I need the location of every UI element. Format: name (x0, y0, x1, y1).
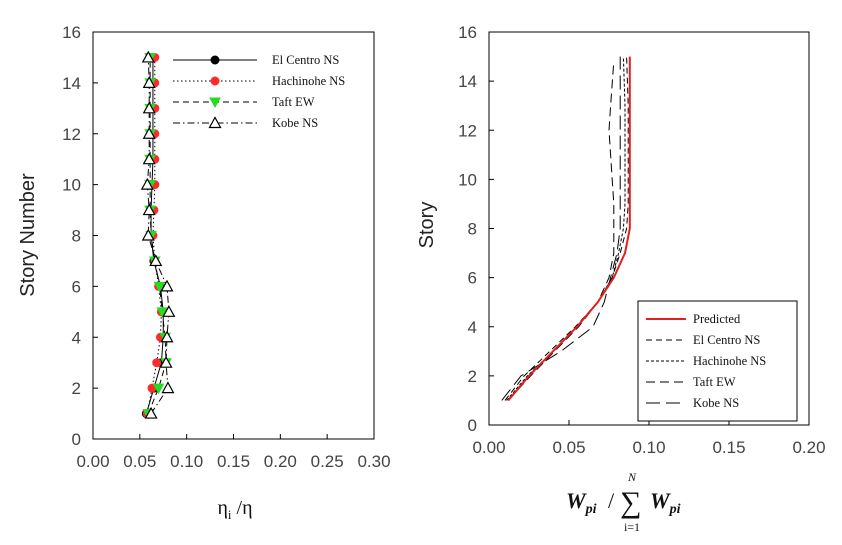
left-chart-series (140, 50, 176, 420)
left-series-line-1 (146, 57, 162, 414)
left-chart-x-tick-label: 0.20 (264, 452, 297, 471)
left-series-point-3 (142, 152, 156, 165)
left-legend-marker-2 (209, 97, 221, 109)
left-chart-x-tick-label: 0.25 (311, 452, 344, 471)
left-series-point-3 (141, 228, 155, 241)
left-chart-y-tick-label: 0 (72, 430, 81, 449)
left-chart-y-tick-label: 16 (62, 23, 81, 42)
right-chart-y-tick-label: 10 (458, 170, 477, 189)
left-series-point-3 (160, 279, 174, 292)
right-chart-y-tick-label: 0 (468, 416, 477, 435)
right-y-axis-label: Story (416, 202, 438, 249)
left-x-axis-separator: / (232, 497, 243, 519)
right-chart-x-tick-label: 0.10 (632, 438, 665, 457)
right-series-line-4 (501, 56, 621, 401)
left-legend: El Centro NS Hachinohe NS Taft EW Kobe NS (173, 53, 345, 130)
left-chart-x-tick-label: 0.00 (76, 452, 109, 471)
left-chart-y-tick-label: 14 (62, 74, 81, 93)
right-series-line-2 (506, 56, 626, 401)
left-x-axis-symbol: η (217, 497, 227, 519)
left-series-point-1 (152, 358, 162, 368)
right-x-sum-symbol: ∑ (620, 486, 641, 519)
left-series-point-3 (160, 330, 174, 343)
left-chart-y-tick-label: 12 (62, 125, 81, 144)
left-x-axis-symbol2: η (242, 497, 252, 519)
right-legend: Predicted El Centro NS Hachinohe NS Taft EW… (637, 300, 798, 422)
right-chart-x-tick-label: 0.15 (712, 438, 745, 457)
left-legend-marker-0 (210, 55, 220, 65)
right-series-line-0 (507, 56, 631, 402)
left-series-point-3 (140, 177, 154, 190)
right-x-num-symbol: W (566, 488, 587, 513)
left-x-axis-subscript: i (228, 507, 232, 522)
left-legend-label-2: Taft EW (272, 95, 315, 109)
right-series-line-3 (507, 61, 615, 401)
left-series-point-3 (144, 406, 158, 419)
left-series-point-3 (142, 203, 156, 216)
right-x-axis-label: Wpi / ∑ Ni=1 Wpi (566, 470, 681, 534)
right-chart-y-tick-label: 4 (468, 318, 477, 337)
right-legend-label-2: Hachinohe NS (693, 354, 766, 368)
left-series-point-3 (142, 127, 156, 139)
right-chart-y-tick-label: 8 (468, 220, 477, 239)
left-series-point-3 (149, 254, 163, 267)
left-chart-y-tick-label: 6 (72, 277, 81, 296)
left-series-point-3 (159, 355, 173, 368)
left-chart-x-tick-label: 0.15 (217, 452, 250, 471)
right-legend-box (637, 300, 798, 422)
right-legend-label-1: El Centro NS (693, 333, 760, 347)
left-chart-y-tick-label: 4 (72, 328, 81, 347)
left-legend-label-1: Hachinohe NS (272, 74, 345, 88)
right-chart-y-tick-label: 6 (468, 269, 477, 288)
left-series-point-3 (141, 50, 155, 63)
right-x-den: Wpi (650, 488, 681, 517)
right-chart-x-tick-label: 0.20 (792, 438, 825, 457)
left-series-line-3 (146, 57, 170, 414)
left-series-point-3 (142, 101, 156, 114)
left-chart-x-tick-label: 0.30 (357, 452, 390, 471)
left-chart-x-tick-label: 0.10 (170, 452, 203, 471)
right-legend-label-3: Taft EW (693, 375, 736, 389)
right-x-den-symbol: W (650, 488, 671, 513)
left-legend-marker-1 (210, 76, 220, 86)
right-x-den-subscript: pi (669, 502, 681, 517)
left-legend-marker-3 (208, 116, 222, 129)
right-chart-x-tick-label: 0.05 (552, 438, 585, 457)
left-chart-y-tick-label: 8 (72, 227, 81, 246)
left-legend-label-3: Kobe NS (272, 116, 318, 130)
left-series-point-3 (162, 305, 176, 317)
right-x-sum-bottom: i=1 (624, 520, 640, 534)
right-chart-axes: 0.00 0.05 0.10 0.15 0.20 0 2 4 6 8 10 12 14 16 (458, 23, 825, 457)
left-x-axis-label: ηi /η (217, 497, 252, 522)
left-series-point-3 (142, 76, 156, 88)
left-series-point-2 (153, 281, 166, 293)
right-chart-series (501, 56, 631, 402)
right-chart-y-tick-label: 2 (468, 367, 477, 386)
left-y-axis-label: Story Number (17, 173, 39, 297)
right-legend-label-4: Kobe NS (693, 396, 739, 410)
right-legend-label-0: Predicted (693, 312, 741, 326)
left-series-point-2 (156, 307, 169, 318)
right-x-sum-top: N (627, 470, 637, 484)
left-series-point-2 (152, 383, 165, 395)
left-chart-y-tick-label: 10 (62, 176, 81, 195)
right-x-num: Wpi (566, 488, 597, 517)
left-chart-plot-frame (92, 31, 375, 440)
left-legend-label-0: El Centro NS (272, 53, 339, 67)
right-x-num-subscript: pi (585, 502, 597, 517)
right-x-separator: / (608, 488, 615, 513)
right-chart-y-tick-label: 16 (458, 23, 477, 42)
left-chart-axes: 0.00 0.05 0.10 0.15 0.20 0.25 0.30 0 2 4 6 8 10 12 14 1… (62, 23, 390, 471)
right-chart-y-tick-label: 12 (458, 121, 477, 140)
right-chart-x-tick-label: 0.00 (472, 438, 505, 457)
left-series-point-3 (161, 381, 175, 394)
right-chart-y-tick-label: 14 (458, 72, 477, 91)
left-chart-y-tick-label: 2 (72, 379, 81, 398)
left-chart-x-tick-label: 0.05 (123, 452, 156, 471)
right-series-line-1 (504, 56, 629, 401)
